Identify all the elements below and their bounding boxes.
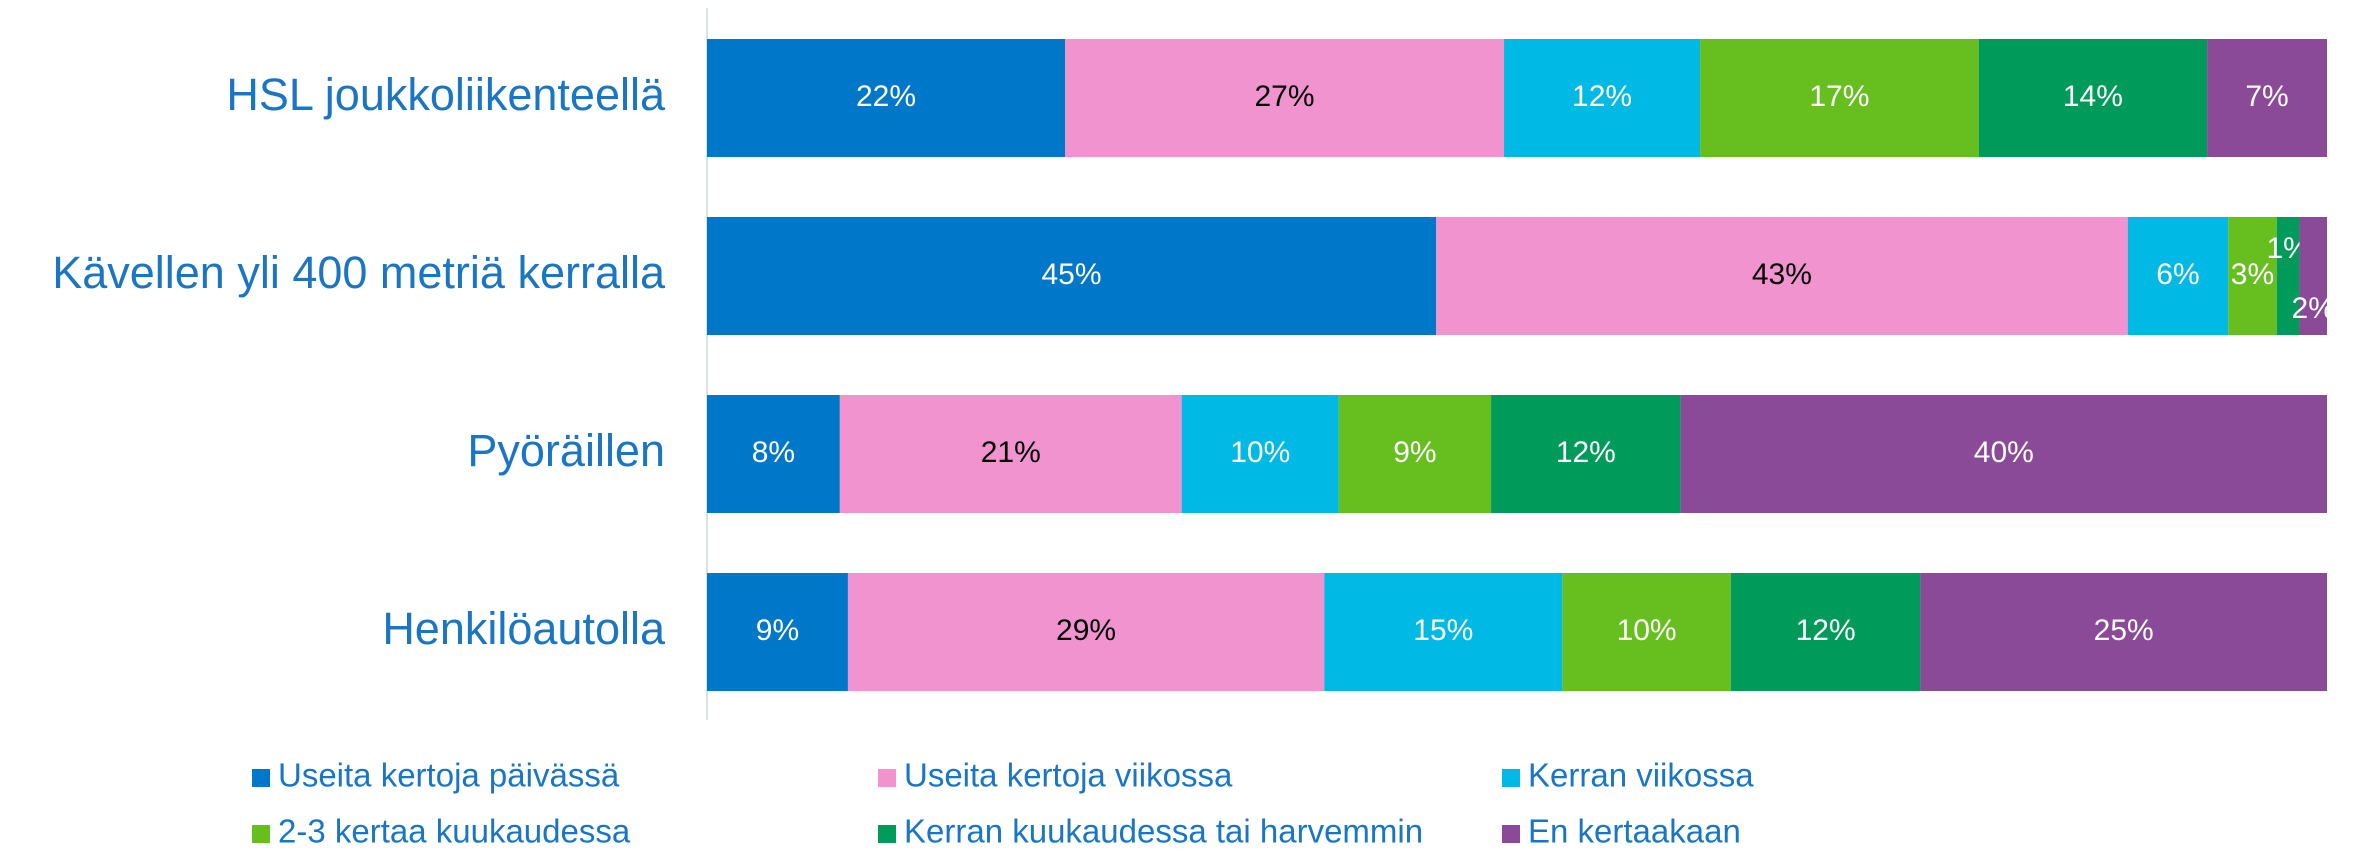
bar-segment [1680,395,2327,513]
bar-segment [1181,395,1339,513]
bar-segment [707,395,840,513]
bar-segment [1700,39,1979,157]
bar-segment [2127,217,2229,335]
data-label: 40% [1974,436,2034,469]
data-label: 6% [2156,258,2199,291]
data-label: 8% [752,436,795,469]
legend-swatch [252,825,270,843]
legend-label: Kerran viikossa [1528,757,1754,794]
category-label: HSL joukkoliikenteellä [226,69,666,120]
legend-label: Useita kertoja viikossa [904,757,1233,794]
data-label: 9% [756,614,799,647]
category-label: Kävellen yli 400 metriä kerralla [52,247,666,298]
data-label: 2% [2292,292,2335,325]
bar-segment [839,395,1182,513]
data-label: 43% [1752,258,1812,291]
legend-swatch [252,769,270,787]
legend-swatch [1502,825,1520,843]
bar-segment [1338,395,1492,513]
data-label: 27% [1255,80,1315,113]
bar-segment [1978,39,2208,157]
data-label: 12% [1556,436,1616,469]
legend-label: En kertaakaan [1528,813,1741,850]
bar-segment [707,217,1436,335]
data-label: 21% [981,436,1041,469]
bar-segment [1920,573,2327,691]
bar-segment [707,39,1066,157]
data-label: 3% [2231,258,2274,291]
data-label: 9% [1393,436,1436,469]
bar-segment [847,573,1325,691]
data-label: 10% [1617,614,1677,647]
bar-segment [2207,39,2327,157]
data-label: 29% [1056,614,1116,647]
legend-swatch [878,769,896,787]
legend-swatch [1502,769,1520,787]
legend-label: 2-3 kertaa kuukaudessa [278,813,631,850]
bar-segment [1504,39,1701,157]
legend-label: Useita kertoja päivässä [278,757,620,794]
legend-swatch [878,825,896,843]
bar-segment [1491,395,1681,513]
data-label: 17% [1809,80,1869,113]
bar-segment [1562,573,1731,691]
data-label: 22% [856,80,916,113]
bar-segment [1730,573,1921,691]
bar-segment [707,573,848,691]
bar-segment [1324,573,1563,691]
data-label: 25% [2094,614,2154,647]
category-label: Pyöräillen [467,425,665,476]
data-label: 15% [1413,614,1473,647]
legend-label: Kerran kuukaudessa tai harvemmin [904,813,1423,850]
data-label: 10% [1230,436,1290,469]
data-label: 45% [1041,258,1101,291]
category-label: Henkilöautolla [382,603,666,654]
data-label: 14% [2063,80,2123,113]
data-label: 12% [1796,614,1856,647]
bar-segment [2276,217,2300,335]
data-label: 12% [1572,80,1632,113]
bar-segment [1065,39,1505,157]
bar-segment [2228,217,2277,335]
bar-segment [1436,217,2128,335]
data-label: 7% [2245,80,2288,113]
bar-segment [2299,217,2327,335]
